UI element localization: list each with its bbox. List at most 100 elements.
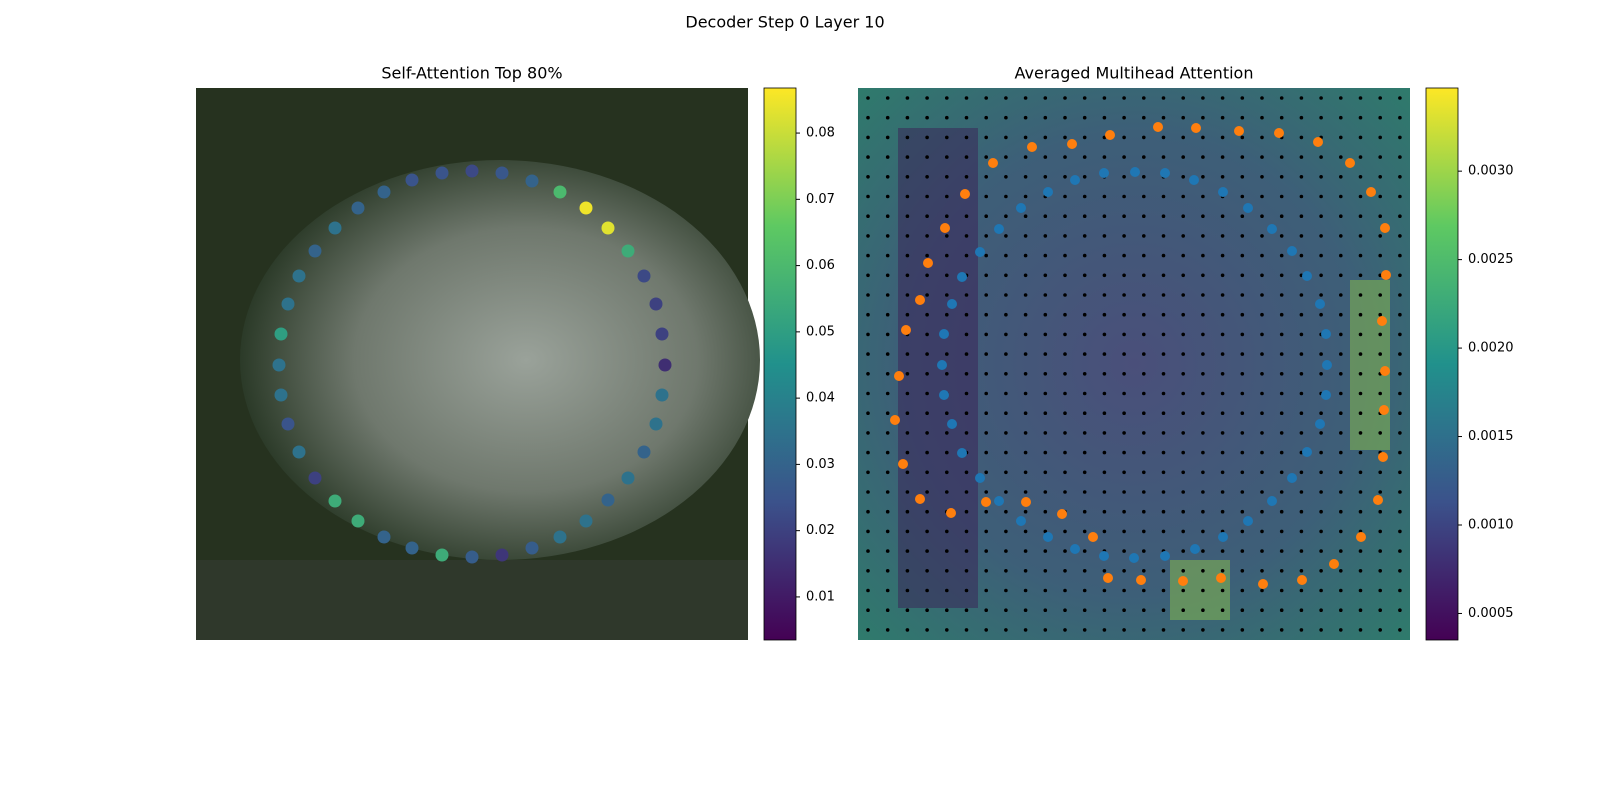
- grid-dot: [1082, 135, 1087, 140]
- point: [1329, 559, 1339, 569]
- grid-dot: [984, 549, 988, 553]
- grid-dot: [1299, 509, 1304, 514]
- grid-dot: [1358, 608, 1363, 612]
- grid-dot: [1319, 96, 1323, 100]
- grid-dot: [1142, 509, 1146, 514]
- grid-dot: [1181, 628, 1185, 632]
- grid-dot: [1102, 312, 1107, 317]
- grid-dot: [885, 549, 890, 553]
- grid-dot: [945, 312, 949, 317]
- grid-dot: [1260, 332, 1264, 337]
- colorbar-tick-label: 0.0025: [1468, 252, 1514, 267]
- point: [1070, 175, 1080, 185]
- grid-dot: [1004, 293, 1008, 297]
- point: [1366, 187, 1376, 197]
- grid-dot: [945, 569, 949, 573]
- grid-dot: [1161, 628, 1166, 632]
- point: [328, 494, 342, 508]
- point: [975, 247, 985, 257]
- grid-dot: [885, 529, 890, 534]
- grid-dot: [1240, 588, 1245, 593]
- subplot-title: Averaged Multihead Attention: [1015, 64, 1254, 83]
- grid-dot: [1240, 391, 1245, 396]
- grid-dot: [1201, 411, 1205, 416]
- grid-dot: [925, 312, 929, 317]
- point: [465, 550, 479, 564]
- grid-dot: [1023, 253, 1028, 258]
- grid-dot: [984, 470, 988, 475]
- grid-dot: [1358, 509, 1363, 514]
- point: [1345, 158, 1355, 168]
- point: [637, 445, 651, 459]
- grid-dot: [1260, 234, 1264, 238]
- grid-dot: [1181, 194, 1185, 199]
- grid-dot: [866, 549, 870, 553]
- grid-dot: [885, 175, 890, 179]
- grid-dot: [1082, 529, 1087, 534]
- grid-dot: [1378, 155, 1382, 159]
- grid-dot: [885, 628, 890, 632]
- grid-dot: [1043, 450, 1048, 455]
- grid-dot: [1260, 273, 1264, 278]
- grid-dot: [1220, 470, 1225, 475]
- grid-dot: [1102, 588, 1107, 593]
- grid-dot: [905, 352, 910, 356]
- grid-dot: [1319, 411, 1323, 416]
- grid-dot: [1023, 214, 1028, 218]
- point: [1274, 128, 1284, 138]
- point: [1099, 168, 1109, 178]
- grid-dot: [885, 96, 890, 100]
- point: [1321, 329, 1331, 339]
- point: [308, 244, 322, 258]
- colorbar-tick-label: 0.02: [806, 523, 835, 538]
- point: [405, 541, 419, 555]
- point: [1129, 553, 1139, 563]
- grid-dot: [905, 273, 910, 278]
- grid-dot: [1358, 569, 1363, 573]
- grid-dot: [1358, 293, 1363, 297]
- grid-dot: [1220, 352, 1225, 356]
- grid-dot: [1181, 234, 1185, 238]
- grid-dot: [1398, 273, 1402, 278]
- grid-dot: [1299, 588, 1304, 593]
- grid-dot: [1279, 115, 1284, 120]
- grid-dot: [866, 372, 870, 376]
- grid-dot: [1220, 332, 1225, 337]
- grid-dot: [1082, 608, 1087, 612]
- point: [994, 224, 1004, 234]
- grid-dot: [1082, 194, 1087, 199]
- grid-dot: [964, 529, 969, 534]
- grid-dot: [1181, 273, 1185, 278]
- grid-dot: [945, 194, 949, 199]
- grid-dot: [945, 431, 949, 435]
- grid-dot: [945, 293, 949, 297]
- grid-dot: [1082, 490, 1087, 494]
- grid-dot: [866, 293, 870, 297]
- point: [621, 471, 635, 485]
- grid-dot: [1201, 569, 1205, 573]
- grid-dot: [1181, 175, 1185, 179]
- grid-dot: [1063, 608, 1067, 612]
- grid-dot: [1082, 293, 1087, 297]
- point: [1313, 137, 1323, 147]
- grid-dot: [1220, 391, 1225, 396]
- colorbar: [1425, 87, 1459, 641]
- grid-dot: [1220, 588, 1225, 593]
- grid-dot: [1023, 608, 1028, 612]
- grid-dot: [1260, 490, 1264, 494]
- grid-dot: [1181, 450, 1185, 455]
- grid-dot: [1319, 155, 1323, 159]
- grid-dot: [1004, 411, 1008, 416]
- grid-dot: [1004, 391, 1008, 396]
- grid-dot: [1082, 312, 1087, 317]
- grid-dot: [1358, 411, 1363, 416]
- grid-dot: [1201, 135, 1205, 140]
- grid-dot: [905, 96, 910, 100]
- grid-dot: [1319, 529, 1323, 534]
- grid-dot: [1201, 96, 1205, 100]
- grid-dot: [1201, 450, 1205, 455]
- grid-dot: [885, 588, 890, 593]
- grid-dot: [945, 450, 949, 455]
- grid-dot: [1358, 470, 1363, 475]
- grid-dot: [1122, 490, 1126, 494]
